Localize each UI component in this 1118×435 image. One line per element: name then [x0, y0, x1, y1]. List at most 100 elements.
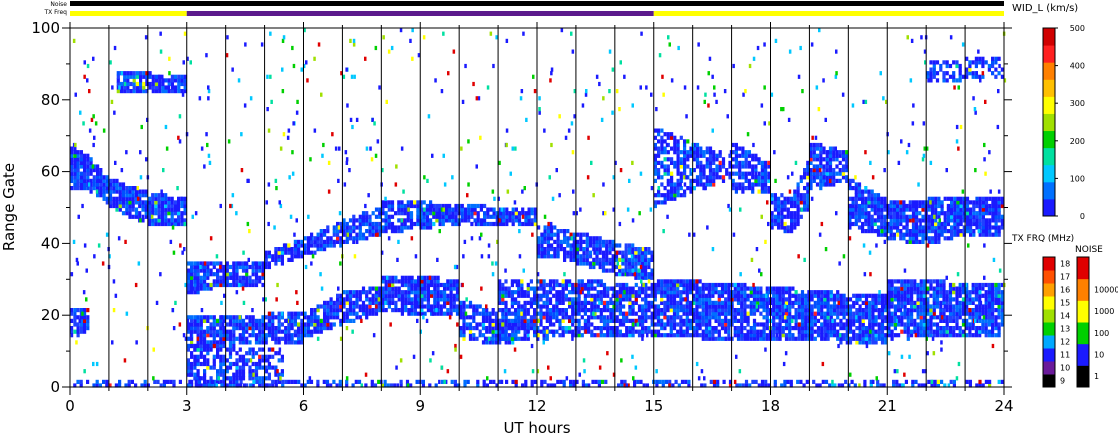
data-cell — [552, 315, 556, 320]
data-cell — [212, 361, 216, 367]
data-cell — [400, 207, 404, 212]
data-cell — [384, 293, 388, 298]
data-cell — [873, 211, 877, 216]
data-cell — [845, 164, 849, 169]
data-cell — [212, 264, 216, 270]
data-cell — [666, 322, 670, 327]
data-cell — [903, 279, 907, 284]
data-cell — [361, 300, 366, 305]
data-cell — [502, 221, 506, 227]
data-cell — [267, 322, 271, 327]
data-cell — [892, 225, 896, 230]
data-cell — [903, 300, 907, 305]
data-cell — [952, 308, 956, 313]
data-cell — [611, 261, 615, 266]
data-cell — [666, 297, 670, 302]
data-cell — [724, 297, 728, 302]
data-cell — [880, 326, 885, 331]
data-cell — [517, 318, 521, 323]
data-cell — [510, 336, 514, 341]
data-cell — [670, 171, 674, 176]
data-cell — [406, 214, 410, 219]
data-cell — [796, 193, 800, 198]
data-cell — [533, 207, 537, 212]
data-cell — [845, 178, 849, 183]
data-cell — [297, 239, 301, 244]
data-cell — [407, 290, 411, 295]
data-cell — [530, 207, 534, 212]
data-cell — [558, 290, 562, 295]
data-cell — [196, 290, 200, 295]
data-cell — [132, 71, 136, 76]
data-cell — [772, 297, 776, 302]
data-cell — [886, 203, 890, 209]
data-cell — [845, 308, 849, 313]
data-cell — [981, 318, 985, 323]
data-cell — [190, 318, 194, 323]
data-cell — [968, 297, 972, 302]
data-cell — [144, 211, 148, 216]
data-cell — [822, 150, 826, 155]
data-cell — [663, 286, 667, 291]
data-cell — [695, 142, 700, 148]
data-cell — [622, 318, 626, 323]
data-cell — [261, 318, 265, 323]
data-cell — [807, 329, 811, 334]
data-cell — [248, 264, 252, 270]
data-cell — [618, 318, 622, 323]
data-cell — [193, 279, 197, 284]
data-cell — [679, 326, 683, 331]
data-cell — [164, 214, 168, 219]
data-cell — [876, 196, 881, 201]
data-cell — [462, 318, 466, 323]
data-cell — [868, 315, 872, 320]
data-cell — [339, 243, 343, 248]
data-cell — [913, 279, 917, 284]
data-cell — [618, 257, 622, 262]
data-cell — [510, 293, 514, 298]
data-cell — [718, 160, 722, 165]
data-cell — [508, 211, 512, 216]
data-cell — [374, 297, 379, 302]
data-cell — [903, 293, 907, 298]
data-cell — [702, 171, 706, 176]
data-cell — [170, 221, 174, 227]
data-cell — [695, 160, 700, 165]
data-cell — [79, 178, 83, 183]
data-cell — [981, 311, 985, 316]
data-cell — [449, 286, 453, 291]
data-cell — [222, 279, 226, 284]
data-cell — [400, 297, 404, 302]
data-cell — [449, 297, 453, 302]
data-cell — [807, 293, 811, 298]
data-cell — [903, 311, 907, 316]
data-cell — [873, 196, 877, 201]
data-cell — [773, 221, 777, 227]
data-cell — [443, 304, 447, 309]
data-cell — [974, 308, 978, 313]
data-cell — [679, 186, 683, 191]
data-cell — [154, 207, 158, 212]
data-cell — [300, 239, 304, 244]
data-cell — [177, 200, 181, 205]
data-cell — [481, 340, 486, 345]
data-cell — [598, 236, 602, 241]
data-cell — [261, 358, 265, 363]
data-cell — [916, 329, 920, 334]
data-cell — [829, 329, 833, 334]
data-cell — [248, 333, 252, 338]
data-cell — [804, 293, 808, 298]
data-cell — [235, 358, 239, 363]
data-cell — [971, 286, 975, 291]
data-cell — [857, 186, 862, 191]
data-cell — [935, 282, 940, 288]
data-cell — [517, 329, 521, 334]
data-cell — [736, 326, 741, 331]
data-cell — [258, 322, 262, 327]
data-cell — [812, 178, 816, 183]
data-cell — [876, 218, 881, 223]
data-cell — [444, 218, 449, 223]
data-cell — [692, 311, 696, 316]
data-cell — [300, 243, 304, 248]
data-cell — [339, 297, 343, 302]
